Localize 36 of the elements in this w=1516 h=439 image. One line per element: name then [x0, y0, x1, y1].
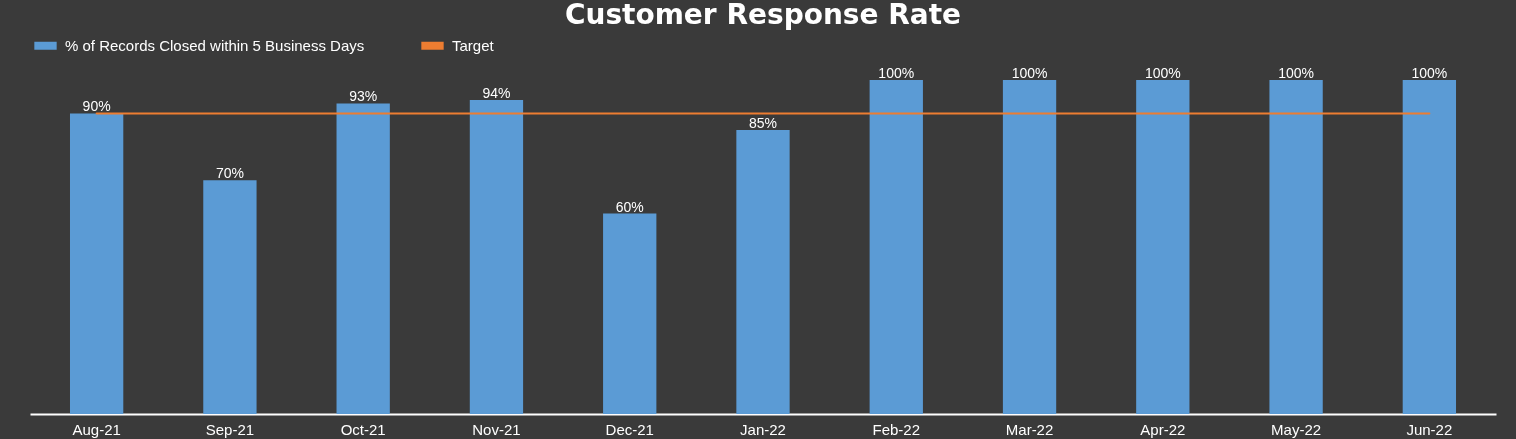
data-label: 100% [1011, 65, 1048, 81]
bar [603, 213, 657, 414]
x-tick-label: Apr-22 [1140, 420, 1186, 438]
legend-label: Target [452, 36, 495, 54]
data-label: 60% [615, 198, 644, 215]
data-label: 100% [878, 65, 915, 81]
bar [1136, 80, 1190, 414]
chart-title: Customer Response Rate [564, 0, 962, 31]
data-label: 94% [482, 85, 511, 102]
bar [336, 103, 390, 414]
data-label: 93% [349, 88, 378, 105]
x-tick-label: Nov-21 [472, 420, 521, 438]
x-tick-label: Dec-21 [605, 420, 654, 438]
data-label: 90% [82, 98, 111, 115]
data-label: 100% [1278, 65, 1314, 81]
x-tick-label: Oct-21 [340, 420, 386, 438]
x-tick-label: Feb-22 [872, 420, 921, 438]
bar [869, 80, 923, 414]
bar [736, 130, 790, 414]
bar [203, 180, 257, 414]
bar [469, 100, 524, 414]
x-tick-label: May-22 [1271, 420, 1322, 438]
data-label: 100% [1144, 65, 1181, 81]
bar [69, 113, 124, 414]
bar [1002, 80, 1057, 414]
x-tick-label: Sep-21 [205, 420, 255, 438]
x-tick-label: Aug-21 [72, 420, 121, 438]
bar [1269, 80, 1323, 414]
data-label: 70% [215, 165, 244, 182]
x-tick-label: Jun-22 [1406, 420, 1453, 438]
x-tick-label: Jan-22 [740, 420, 786, 438]
x-tick-label: Mar-22 [1005, 420, 1054, 438]
data-label: 85% [748, 115, 778, 132]
legend-label: % of Records Closed within 5 Business Days [65, 36, 365, 54]
bar [1402, 80, 1457, 414]
data-label: 100% [1411, 65, 1448, 81]
